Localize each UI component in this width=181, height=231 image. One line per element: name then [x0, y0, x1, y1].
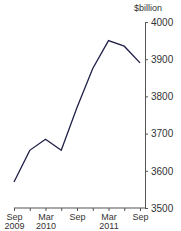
x-tick: Mar2010	[36, 208, 56, 231]
x-tick: Sep2009	[4, 208, 24, 231]
x-tick-label: Sep	[69, 212, 85, 222]
x-tick-mark	[14, 208, 15, 211]
x-tick: Sep	[69, 208, 85, 222]
y-tick-mark	[145, 171, 148, 172]
y-tick: 3700	[145, 128, 174, 139]
x-tick-mark	[61, 208, 62, 211]
y-tick-mark	[145, 59, 148, 60]
x-tick-label: Sep	[132, 212, 148, 222]
y-tick-label: 3700	[151, 128, 174, 139]
x-axis: Sep2009 Mar2010 Sep Mar2011 Sep	[4, 208, 148, 231]
x-tick-label: Mar2011	[99, 212, 118, 231]
y-axis-line	[145, 23, 146, 209]
x-tick-mark	[109, 208, 110, 211]
plot-area	[14, 41, 140, 182]
x-tick-mark	[124, 208, 125, 211]
y-tick: 4000	[145, 17, 174, 28]
y-tick: 3800	[145, 91, 174, 102]
x-tick	[124, 208, 125, 211]
y-tick-label: 3600	[151, 166, 174, 177]
x-tick-label: Sep2009	[4, 212, 24, 231]
x-tick: Mar2011	[99, 208, 118, 231]
x-axis-line	[14, 208, 145, 209]
x-tick	[30, 208, 31, 211]
y-axis-title: $billion	[134, 3, 162, 13]
y-tick-label: 3800	[151, 91, 174, 102]
x-tick: Sep	[132, 208, 148, 222]
y-tick-label: 3500	[151, 203, 174, 214]
x-tick-mark	[140, 208, 141, 211]
y-tick-mark	[145, 208, 148, 209]
series-line	[14, 41, 140, 182]
x-tick-mark	[46, 208, 47, 211]
y-tick-label: 3900	[151, 54, 174, 65]
x-tick	[93, 208, 94, 211]
y-tick-mark	[145, 134, 148, 135]
chart: 3500 3600 3700 3800 3900 4000 $billion Sep2009 M…	[0, 0, 181, 231]
y-axis: 3500 3600 3700 3800 3900 4000	[145, 17, 174, 214]
x-tick-mark	[77, 208, 78, 211]
y-tick: 3500	[145, 203, 174, 214]
y-tick-mark	[145, 96, 148, 97]
y-tick: 3900	[145, 54, 174, 65]
y-tick-label: 4000	[151, 17, 174, 28]
x-tick	[61, 208, 62, 211]
y-tick: 3600	[145, 166, 174, 177]
y-tick-mark	[145, 22, 148, 23]
x-tick-mark	[30, 208, 31, 211]
x-tick-label: Mar2010	[36, 212, 56, 231]
x-tick-mark	[93, 208, 94, 211]
